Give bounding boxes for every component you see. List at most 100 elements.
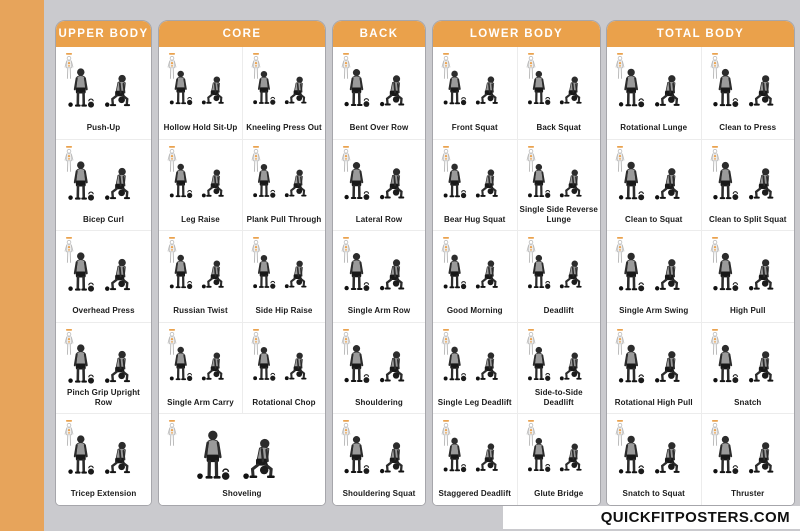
exercise-name: Staggered Deadlift <box>438 489 511 499</box>
exercise-card: Shouldering Squat <box>333 413 425 505</box>
exercise-name: Push-Up <box>86 123 121 132</box>
panel-upper-body: UPPER BODY Push-Up Bicep Curl Overhead P… <box>55 20 152 506</box>
exercise-name: Bicep Curl <box>82 214 124 224</box>
exercise-name: Leg Raise <box>181 214 220 224</box>
exercise-name: Good Morning <box>446 306 503 316</box>
exercise-card: Thruster <box>700 413 794 505</box>
exercise-card: Pinch Grip Upright Row <box>56 321 151 414</box>
exercise-illustration <box>522 243 595 299</box>
exercise-illustration <box>613 243 695 299</box>
column-title: CORE <box>222 28 262 40</box>
exercise-name: High Pull <box>729 306 766 316</box>
exercise-illustration <box>339 59 420 115</box>
column-header: UPPER BODY <box>56 21 151 47</box>
exercise-illustration <box>522 59 595 115</box>
exercise-name: Shouldering <box>355 397 403 407</box>
exercise-name: Pinch Grip Upright Row <box>67 388 140 407</box>
exercise-card: Staggered Deadlift <box>433 413 517 505</box>
exercise-card: Shouldering <box>333 321 425 414</box>
exercise-illustration <box>613 59 695 115</box>
exercise-illustration <box>522 335 595 391</box>
exercise-name: Kneeling Press Out <box>246 123 322 132</box>
exercise-name: Bent Over Row <box>349 123 409 132</box>
exercise-illustration <box>339 152 420 208</box>
exercise-card: Rotational Lunge <box>607 47 701 139</box>
brand-text: QUICKFITPOSTERS.COM <box>600 509 790 526</box>
exercise-card: Tricep Extension <box>56 413 151 505</box>
exercise-illustration <box>62 59 146 115</box>
column-header: LOWER BODY <box>433 21 600 47</box>
exercise-name: Shouldering Squat <box>342 489 416 499</box>
panel-core: CORE Hollow Hold Sit-Up Kneeling Press O… <box>158 20 326 506</box>
exercise-card: Rotational Chop <box>242 321 325 414</box>
exercise-card: Good Morning <box>433 230 517 322</box>
exercise-illustration <box>164 335 237 391</box>
left-orange-band <box>0 0 44 531</box>
exercise-card: Shoveling <box>159 413 325 505</box>
exercise-illustration <box>339 426 420 482</box>
exercise-illustration <box>613 152 695 208</box>
exercise-illustration <box>438 59 511 115</box>
exercise-name: Hollow Hold Sit-Up <box>163 123 238 132</box>
exercise-name: Back Squat <box>536 123 582 132</box>
panel-lower-body: LOWER BODY Front Squat Back Squat Bear H… <box>432 20 601 506</box>
exercise-grid: Front Squat Back Squat Bear Hug Squat Si… <box>433 47 600 505</box>
exercise-card: Russian Twist <box>159 230 242 322</box>
exercise-illustration <box>339 335 420 391</box>
exercise-grid: Push-Up Bicep Curl Overhead Press Pinch … <box>56 47 151 505</box>
exercise-name: Single Leg Deadlift <box>437 397 512 407</box>
exercise-card: Clean to Squat <box>607 138 701 231</box>
exercise-name: Glute Bridge <box>534 489 584 499</box>
exercise-illustration <box>248 152 320 208</box>
column-title: TOTAL BODY <box>656 28 745 40</box>
exercise-name: Lateral Row <box>355 214 403 224</box>
exercise-illustration <box>613 426 695 482</box>
column-header: TOTAL BODY <box>607 21 794 47</box>
column-title: BACK <box>359 28 399 40</box>
exercise-name: Snatch to Squat <box>622 489 685 499</box>
exercise-card: Clean to Split Squat <box>700 138 794 231</box>
exercise-card: Single Side Reverse Lunge <box>516 138 600 231</box>
exercise-illustration <box>62 243 146 299</box>
exercise-name: Bear Hug Squat <box>444 214 506 224</box>
exercise-name: Front Squat <box>451 123 498 132</box>
exercise-illustration <box>248 243 320 299</box>
exercise-card: Leg Raise <box>159 138 242 231</box>
exercise-card: Hollow Hold Sit-Up <box>159 47 242 139</box>
exercise-illustration <box>164 243 237 299</box>
exercise-illustration <box>438 152 511 208</box>
exercise-illustration <box>62 426 146 482</box>
exercise-illustration <box>164 59 237 115</box>
exercise-name: Side Hip Raise <box>255 306 313 316</box>
exercise-illustration <box>438 243 511 299</box>
exercise-illustration <box>339 243 420 299</box>
exercise-illustration <box>62 152 146 208</box>
exercise-card: Single Arm Swing <box>607 230 701 322</box>
exercise-illustration <box>522 152 595 208</box>
column-title: UPPER BODY <box>58 28 149 40</box>
exercise-card: Front Squat <box>433 47 517 139</box>
exercise-name: Clean to Press <box>719 123 777 132</box>
column-header: BACK <box>333 21 425 47</box>
exercise-card: Deadlift <box>516 230 600 322</box>
exercise-name: Single Side Reverse Lunge <box>519 205 598 224</box>
exercise-card: Back Squat <box>516 47 600 139</box>
exercise-card: Bent Over Row <box>333 47 425 139</box>
exercise-card: Kneeling Press Out <box>242 47 325 139</box>
exercise-name: Deadlift <box>543 306 574 316</box>
panel-total-body: TOTAL BODY Rotational Lunge Clean to Pre… <box>606 20 795 506</box>
exercise-card: Overhead Press <box>56 230 151 322</box>
exercise-name: Thruster <box>731 489 765 499</box>
exercise-card: Single Arm Row <box>333 230 425 322</box>
exercise-card: Push-Up <box>56 47 151 139</box>
exercise-name: Rotational Lunge <box>620 123 688 132</box>
column-title: LOWER BODY <box>469 28 564 40</box>
exercise-illustration <box>438 335 511 391</box>
column-header: CORE <box>159 21 325 47</box>
footer-strip: QUICKFITPOSTERS.COM <box>503 506 800 529</box>
exercise-grid: Bent Over Row Lateral Row Single Arm Row… <box>333 47 425 505</box>
exercise-card: Snatch to Squat <box>607 413 701 505</box>
exercise-illustration <box>522 426 595 482</box>
exercise-illustration <box>707 152 788 208</box>
exercise-name: Clean to Split Squat <box>708 214 787 224</box>
